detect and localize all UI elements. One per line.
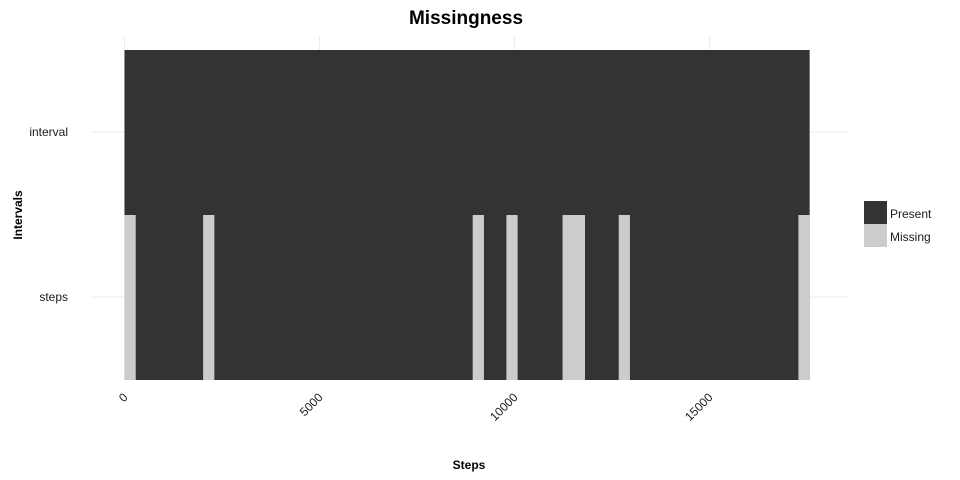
legend-key-present [864,201,887,224]
missing-tile-steps [798,215,810,380]
x-tick-label: 5000 [297,390,326,419]
missing-tile-steps [618,215,630,380]
legend-key-missing [864,224,887,247]
x-tick-label: 0 [116,390,131,405]
y-tick-labels: interval steps [29,125,68,304]
present-tile-interval [124,50,810,215]
missing-tile-steps [124,215,136,380]
present-tile-steps [124,215,810,380]
missing-tile-steps [506,215,518,380]
x-tick-label: 15000 [682,390,716,424]
missing-tile-steps [472,215,484,380]
legend-label-present: Present [890,207,932,221]
tile-area [124,50,810,380]
missing-tile-steps [562,215,586,380]
chart-title: Missingness [409,8,523,29]
y-tick-label: steps [39,290,68,304]
x-tick-label: 10000 [487,390,521,424]
y-tick-label: interval [29,125,68,139]
x-axis-title: Steps [453,458,486,472]
y-axis-title: Intervals [11,190,25,240]
missing-tile-steps [203,215,215,380]
x-tick-labels: 0 5000 10000 15000 [116,390,716,424]
legend-label-missing: Missing [890,230,931,244]
legend: Present Missing [864,201,932,247]
